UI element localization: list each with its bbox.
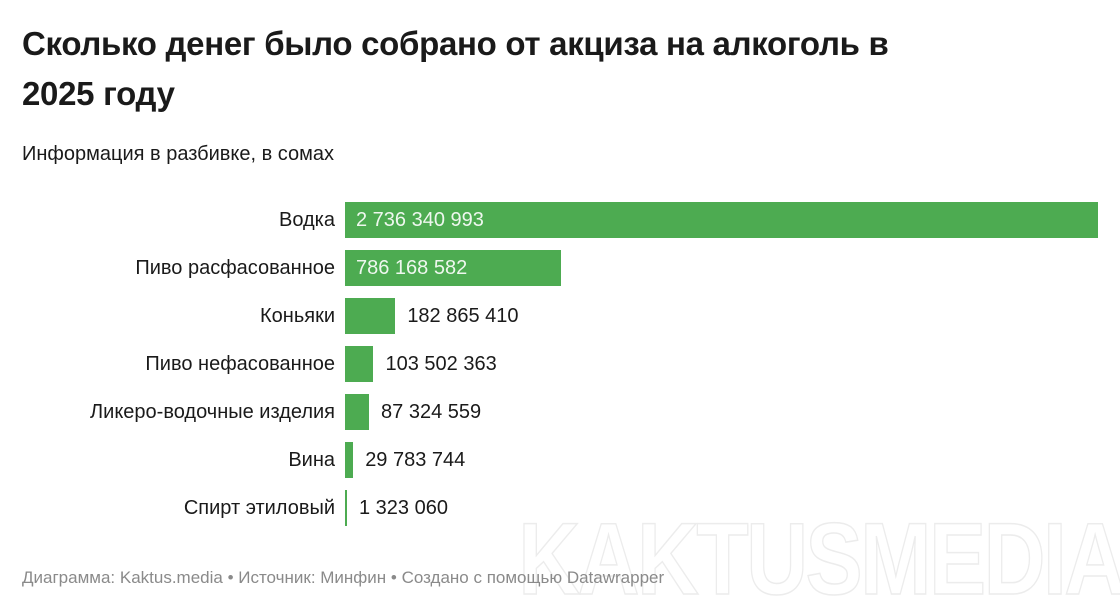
bar-chart: Водка 2 736 340 993 Пиво расфасованное 786 … [22, 196, 1098, 532]
bar-row: Ликеро-водочные изделия 87 324 559 [22, 388, 1098, 436]
category-label: Ликеро-водочные изделия [90, 401, 335, 423]
category-label: Водка [278, 209, 335, 231]
bar-track: 182 865 410 [345, 298, 1098, 334]
bar-track: 1 323 060 [345, 490, 1098, 526]
bar-row: Пиво нефасованное 103 502 363 [22, 340, 1098, 388]
category-label: Пиво нефасованное [145, 353, 335, 375]
bar [345, 442, 354, 478]
bar-row: Спирт этиловый 1 323 060 [22, 484, 1098, 532]
bar [345, 346, 374, 382]
value-label: 786 168 582 [356, 256, 468, 279]
bar-row: Вина 29 783 744 [22, 436, 1098, 484]
bar-track: 2 736 340 993 [345, 202, 1098, 238]
category-label: Коньяки [260, 305, 335, 327]
bar: 786 168 582 [345, 250, 562, 286]
value-label: 2 736 340 993 [356, 208, 484, 231]
bar-row: Коньяки 182 865 410 [22, 292, 1098, 340]
bar [345, 298, 396, 334]
bar-row: Пиво расфасованное 786 168 582 [22, 244, 1098, 292]
bar-track: 103 502 363 [345, 346, 1098, 382]
bar: 2 736 340 993 [345, 202, 1098, 238]
bar [345, 490, 347, 526]
category-label: Спирт этиловый [183, 497, 335, 519]
chart-subtitle: Информация в разбивке, в сомах [22, 143, 335, 165]
value-label: 103 502 363 [385, 352, 497, 375]
value-label: 29 783 744 [365, 448, 466, 471]
bar [345, 394, 370, 430]
attribution-footer: Диаграмма: Kaktus.media • Источник: Минф… [22, 568, 664, 588]
value-label: 1 323 060 [359, 496, 448, 519]
bar-track: 29 783 744 [345, 442, 1098, 478]
bar-track: 87 324 559 [345, 394, 1098, 430]
chart-header: Сколько денег было собрано от акциза на … [22, 0, 1098, 167]
category-label: Пиво расфасованное [135, 257, 335, 279]
attribution-text: Диаграмма: Kaktus.media • Источник: Минф… [22, 568, 665, 587]
bar-row: Водка 2 736 340 993 [22, 196, 1098, 244]
value-label: 182 865 410 [407, 304, 519, 327]
bar-track: 786 168 582 [345, 250, 1098, 286]
chart-title: Сколько денег было собрано от акциза на … [22, 25, 889, 112]
value-label: 87 324 559 [381, 400, 482, 423]
category-label: Вина [288, 449, 335, 471]
